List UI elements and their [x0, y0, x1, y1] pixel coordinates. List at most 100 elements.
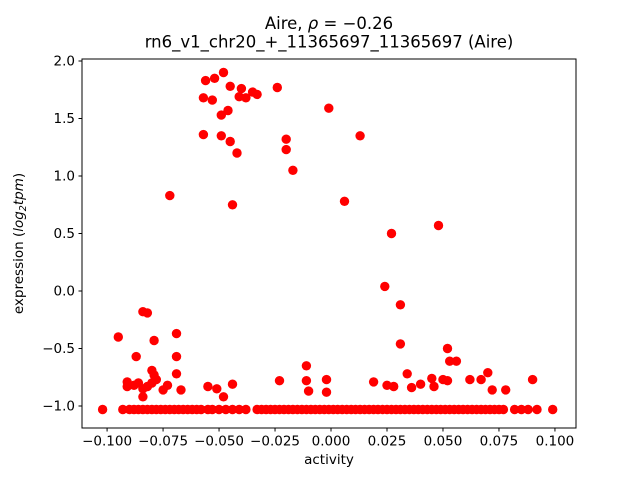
- data-point: [527, 374, 538, 385]
- data-point: [487, 385, 497, 395]
- data-point: [225, 81, 235, 92]
- data-point: [288, 165, 298, 175]
- data-point: [227, 200, 238, 210]
- y-tick-label: 2.0: [54, 54, 75, 70]
- data-point: [380, 281, 390, 292]
- data-point: [218, 67, 229, 78]
- y-axis-ticks: 2.0 1.5 1.0 0.5 0.0 −0.5 −1.0: [42, 54, 82, 415]
- data-point: [442, 343, 453, 354]
- data-point: [498, 404, 509, 415]
- data-point: [97, 404, 108, 415]
- x-tick-label: 0.075: [480, 434, 519, 450]
- x-tick-label: −0.100: [82, 434, 132, 450]
- data-point: [339, 196, 350, 206]
- data-point: [218, 392, 229, 402]
- data-point: [301, 361, 312, 371]
- x-tick-label: 0.025: [368, 434, 407, 450]
- data-point: [198, 129, 209, 140]
- data-point: [212, 384, 222, 394]
- x-tick-label: 0.000: [312, 434, 351, 450]
- data-point: [429, 381, 439, 392]
- x-tick-label: −0.025: [250, 434, 300, 450]
- data-point: [241, 93, 251, 103]
- data-point: [321, 387, 332, 397]
- x-axis-ticks: −0.100 −0.075 −0.050 −0.025 0.000 0.025 0.050 0…: [82, 428, 574, 450]
- data-point: [272, 82, 282, 93]
- data-point: [131, 351, 141, 362]
- x-tick-label: 0.100: [536, 434, 575, 450]
- data-point: [171, 351, 182, 362]
- data-point: [209, 73, 220, 84]
- data-point: [303, 386, 314, 396]
- data-point: [509, 404, 520, 415]
- data-point: [236, 83, 247, 94]
- data-point: [476, 374, 486, 385]
- y-tick-label: −1.0: [42, 399, 75, 415]
- data-point: [415, 379, 426, 389]
- data-point: [368, 377, 379, 387]
- y-axis-label-suffix: ): [11, 173, 27, 178]
- data-point: [165, 190, 175, 201]
- data-point: [232, 148, 242, 158]
- data-point: [198, 93, 209, 103]
- data-point: [406, 382, 417, 393]
- x-tick-label: −0.050: [194, 434, 244, 450]
- chart-title: Aire, ρ = −0.26: [265, 14, 393, 33]
- data-point: [203, 381, 213, 392]
- data-point: [516, 404, 527, 415]
- data-point: [281, 144, 291, 155]
- plot-area-border: [81, 58, 577, 429]
- data-point: [389, 381, 399, 392]
- data-point: [118, 404, 128, 415]
- data-point: [223, 105, 233, 116]
- chart-subtitle: rn6_v1_chr20_+_11365697_11365697 (Aire): [145, 33, 514, 53]
- y-axis-label-subscript-2: 2: [18, 205, 29, 211]
- data-point: [171, 328, 182, 339]
- data-point: [483, 368, 493, 378]
- data-point: [225, 136, 235, 147]
- data-point: [355, 131, 365, 141]
- data-point: [200, 75, 211, 86]
- data-point: [142, 308, 153, 318]
- data-point: [241, 404, 251, 415]
- data-point: [234, 404, 244, 415]
- data-point: [196, 404, 206, 415]
- data-point: [523, 404, 533, 415]
- data-point: [442, 376, 453, 386]
- data-point: [281, 134, 291, 144]
- data-point: [252, 89, 262, 100]
- data-point: [207, 404, 217, 415]
- data-point: [149, 335, 159, 346]
- data-point: [158, 385, 168, 395]
- y-tick-label: 0.0: [54, 284, 75, 300]
- data-point: [227, 404, 238, 415]
- data-point: [301, 376, 312, 386]
- data-point: [386, 228, 397, 239]
- y-axis-label-log: log: [11, 211, 27, 232]
- data-point: [427, 373, 437, 384]
- chart-title-rho-symbol: ρ: [308, 14, 319, 33]
- data-point: [176, 385, 186, 395]
- y-tick-label: −0.5: [42, 341, 75, 357]
- data-point: [227, 379, 238, 389]
- data-point: [113, 332, 124, 342]
- data-point: [214, 404, 224, 415]
- data-point: [221, 404, 231, 415]
- data-point: [171, 369, 182, 379]
- y-axis-label-prefix: expression (: [11, 232, 27, 314]
- x-axis-label: activity: [304, 452, 354, 468]
- data-point: [532, 404, 542, 415]
- data-point: [445, 356, 455, 366]
- x-tick-label: 0.050: [424, 434, 463, 450]
- data-point: [216, 110, 226, 120]
- data-point: [395, 300, 406, 310]
- data-point: [274, 376, 285, 386]
- data-point: [402, 369, 412, 379]
- scatter-points: [97, 67, 558, 415]
- data-point: [324, 103, 334, 113]
- y-tick-label: 0.5: [54, 226, 75, 242]
- data-point: [433, 220, 444, 231]
- data-point: [548, 404, 558, 415]
